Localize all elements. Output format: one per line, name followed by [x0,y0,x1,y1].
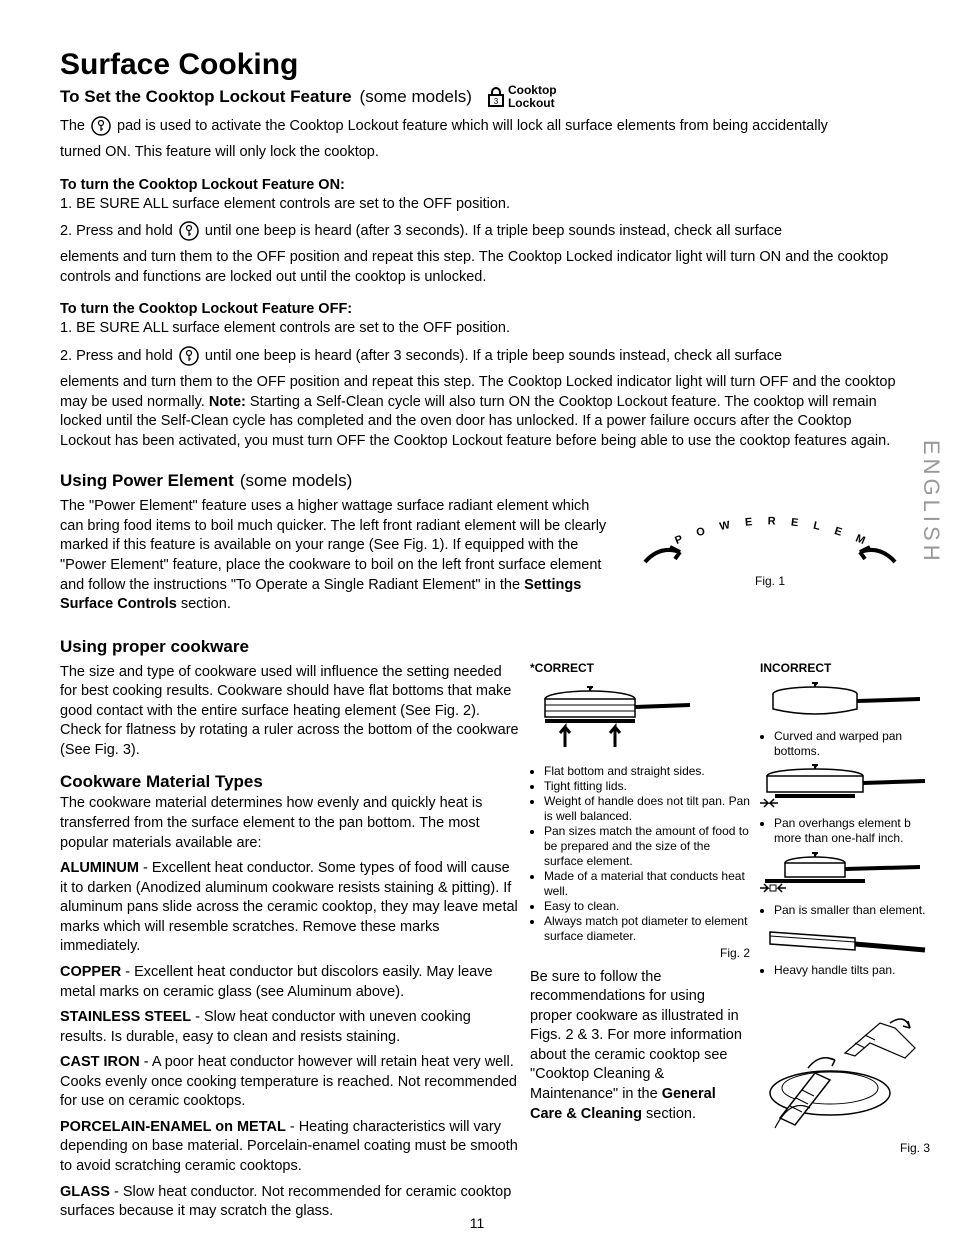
lockout-on-step1: 1. BE SURE ALL surface element controls … [60,195,906,215]
svg-text:P O W E R E L E M E N T: P O W E R E L E M E N T [630,507,881,553]
lock-label-2: Lockout [508,96,555,110]
power-element-figure: P O W E R E L E M E N T Fig. 1 [630,495,910,620]
intro-paragraph: The pad is used to activate the Cooktop … [60,115,906,137]
material-types-intro: The cookware material determines how eve… [60,794,520,853]
material-stainless: STAINLESS STEEL - Slow heat conductor wi… [60,1008,520,1047]
lockout-on-step2: 2. Press and hold until one beep is hear… [60,220,906,242]
lock-icon-label-group: 3 Cooktop Lockout [486,84,557,109]
incorrect-item: Pan overhangs element b more than one-ha… [774,816,940,846]
lockout-on-after: elements and turn them to the OFF positi… [60,248,906,287]
material-aluminum: ALUMINUM - Excellent heat conductor. Som… [60,859,520,957]
ruler-pan-icon [760,998,920,1138]
correct-item: Made of a material that conducts heat we… [544,869,750,899]
lockout-subhead-reg: (some models) [360,87,472,107]
incorrect-pan2-icon [760,761,930,811]
lockout-off-title: To turn the Cooktop Lockout Feature OFF: [60,301,906,317]
correct-header: *CORRECT [530,661,750,675]
material-copper: COPPER - Excellent heat conductor but di… [60,963,520,1002]
manual-page: ENGLISH Surface Cooking To Set the Cookt… [0,0,954,1239]
incorrect-item: Pan is smaller than element. [774,903,940,918]
intro-paragraph-2: turned ON. This feature will only lock t… [60,143,906,163]
power-arc-svg: P O W E R E L E M E N T [630,507,910,567]
svg-text:3: 3 [494,97,499,106]
incorrect-item: Heavy handle tilts pan. [774,963,940,978]
incorrect-item: Curved and warped pan bottoms. [774,729,940,759]
lockout-subhead-bold: To Set the Cooktop Lockout Feature [60,87,352,107]
key-pad-icon [178,345,200,367]
material-porcelain: PORCELAIN-ENAMEL on METAL - Heating char… [60,1118,520,1177]
incorrect-pan4-icon [760,920,930,958]
cookware-body: The size and type of cookware used will … [60,663,520,761]
power-element-heading: Using Power Element (some models) [60,471,906,491]
lockout-subhead: To Set the Cooktop Lockout Feature (some… [60,84,906,109]
incorrect-column: INCORRECT Curved and warped pan bottoms.… [760,661,940,1228]
recommendation-block: Be sure to follow the recommendations fo… [530,968,750,1125]
correct-column: *CORRECT Flat bottom and straight sides.… [530,661,750,1228]
lockout-off-step2: 2. Press and hold until one beep is hear… [60,345,906,367]
cookware-columns: The size and type of cookware used will … [60,661,906,1228]
power-element-body: The "Power Element" feature uses a highe… [60,497,610,614]
fig1-caption: Fig. 1 [630,574,910,588]
incorrect-pan3-icon [760,848,930,898]
page-number: 11 [0,1215,954,1231]
cookware-heading: Using proper cookware [60,637,906,657]
page-title: Surface Cooking [60,48,906,82]
correct-item: Easy to clean. [544,899,750,914]
lockout-on-title: To turn the Cooktop Lockout Feature ON: [60,177,906,193]
fig3-block: Fig. 3 [760,998,940,1155]
power-element-arc: P O W E R E L E M E N T Fig. 1 [630,507,910,588]
correct-item: Pan sizes match the amount of food to be… [544,824,750,869]
lockout-off-after: elements and turn them to the OFF positi… [60,373,906,451]
fig2-caption: Fig. 2 [720,946,750,960]
incorrect-pan1-icon [760,679,930,724]
correct-pan-icon [530,679,700,759]
material-types-heading: Cookware Material Types [60,772,520,792]
correct-list: Flat bottom and straight sides. Tight fi… [530,764,750,944]
power-element-row: The "Power Element" feature uses a highe… [60,495,906,620]
fig3-caption: Fig. 3 [760,1141,940,1155]
incorrect-header: INCORRECT [760,661,940,675]
language-side-label: ENGLISH [918,440,944,565]
recommendation-text: Be sure to follow the recommendations fo… [530,968,750,1125]
correct-item: Tight fitting lids. [544,779,750,794]
lock-icon: 3 [486,86,506,108]
lockout-off-step1: 1. BE SURE ALL surface element controls … [60,319,906,339]
correct-item: Flat bottom and straight sides. [544,764,750,779]
material-castiron: CAST IRON - A poor heat conductor howeve… [60,1053,520,1112]
key-pad-icon [178,220,200,242]
correct-item: Weight of handle does not tilt pan. Pan … [544,794,750,824]
key-pad-icon [90,115,112,137]
cookware-left-col: The size and type of cookware used will … [60,661,520,1228]
correct-item: Always match pot diameter to element sur… [544,914,750,944]
